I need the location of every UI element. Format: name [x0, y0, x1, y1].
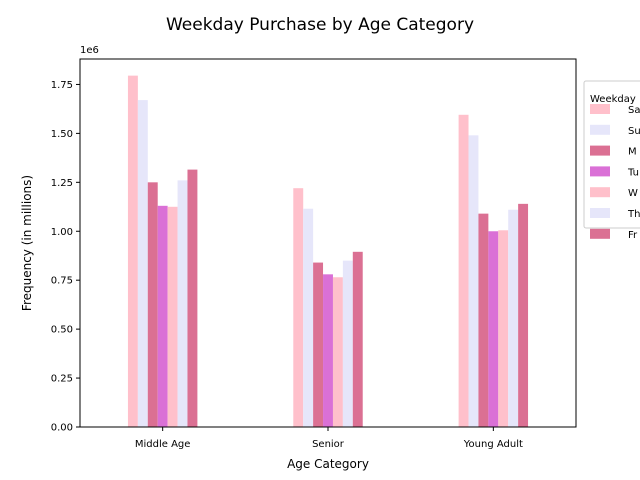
- y-tick-label: 0.75: [51, 276, 73, 287]
- bar-su-senior: [303, 208, 314, 427]
- legend-label-th: Th: [627, 209, 640, 220]
- x-tick-label: Middle Age: [135, 439, 191, 450]
- y-offset-label: 1e6: [80, 45, 99, 56]
- y-tick-label: 1.50: [51, 129, 73, 140]
- x-tick-label: Young Adult: [463, 439, 523, 450]
- legend-label-tu: Tu: [627, 167, 639, 178]
- bar-m-young-adult: [478, 213, 489, 427]
- y-axis-title: Frequency (in millions): [20, 175, 34, 311]
- x-axis-title: Age Category: [287, 457, 369, 471]
- bar-m-middle-age: [147, 182, 158, 427]
- bar-fr-middle-age: [187, 169, 198, 427]
- legend-label-sa: Sa: [628, 105, 640, 116]
- y-tick-label: 0.50: [51, 325, 73, 336]
- bar-tu-young-adult: [488, 231, 499, 427]
- legend-label-m: M: [628, 147, 637, 158]
- y-tick-label: 1.75: [51, 80, 73, 91]
- legend-swatch-w: [590, 187, 610, 198]
- legend-title: Weekday: [590, 94, 636, 105]
- legend: Weekday Sa Su M Tu W Th Fr: [583, 80, 640, 241]
- legend-swatch-sa: [590, 104, 610, 114]
- legend-label-w: W: [628, 188, 638, 199]
- y-tick-label: 1.00: [51, 227, 73, 238]
- bar-th-young-adult: [508, 209, 519, 427]
- bar-su-middle-age: [137, 100, 148, 428]
- legend-swatch-m: [590, 145, 610, 156]
- bar-sa-young-adult: [458, 114, 469, 427]
- chart-title: Weekday Purchase by Age Category: [166, 15, 474, 35]
- bar-tu-middle-age: [157, 205, 168, 427]
- bar-fr-senior: [352, 251, 363, 427]
- y-tick-label: 0.00: [51, 423, 73, 434]
- bar-fr-young-adult: [518, 203, 529, 427]
- legend-label-fr: Fr: [628, 230, 638, 241]
- legend-swatch-su: [590, 124, 610, 135]
- y-tick-label: 0.25: [51, 374, 73, 385]
- bar-m-senior: [313, 262, 324, 427]
- bar-su-young-adult: [468, 135, 479, 427]
- y-tick-label: 1.25: [51, 178, 73, 189]
- legend-swatch-fr: [590, 228, 610, 239]
- bar-th-middle-age: [177, 180, 188, 427]
- bar-th-senior: [342, 260, 353, 427]
- bar-w-middle-age: [167, 206, 178, 427]
- bar-w-senior: [332, 277, 343, 427]
- bar-w-young-adult: [498, 230, 509, 427]
- bar-tu-senior: [323, 274, 333, 427]
- bar-sa-senior: [293, 188, 304, 427]
- x-tick-label: Senior: [312, 439, 345, 450]
- legend-swatch-tu: [590, 166, 610, 177]
- legend-label-su: Su: [628, 126, 640, 137]
- bar-sa-middle-age: [127, 75, 138, 427]
- plot-frame: [79, 58, 577, 428]
- legend-swatch-th: [590, 208, 610, 218]
